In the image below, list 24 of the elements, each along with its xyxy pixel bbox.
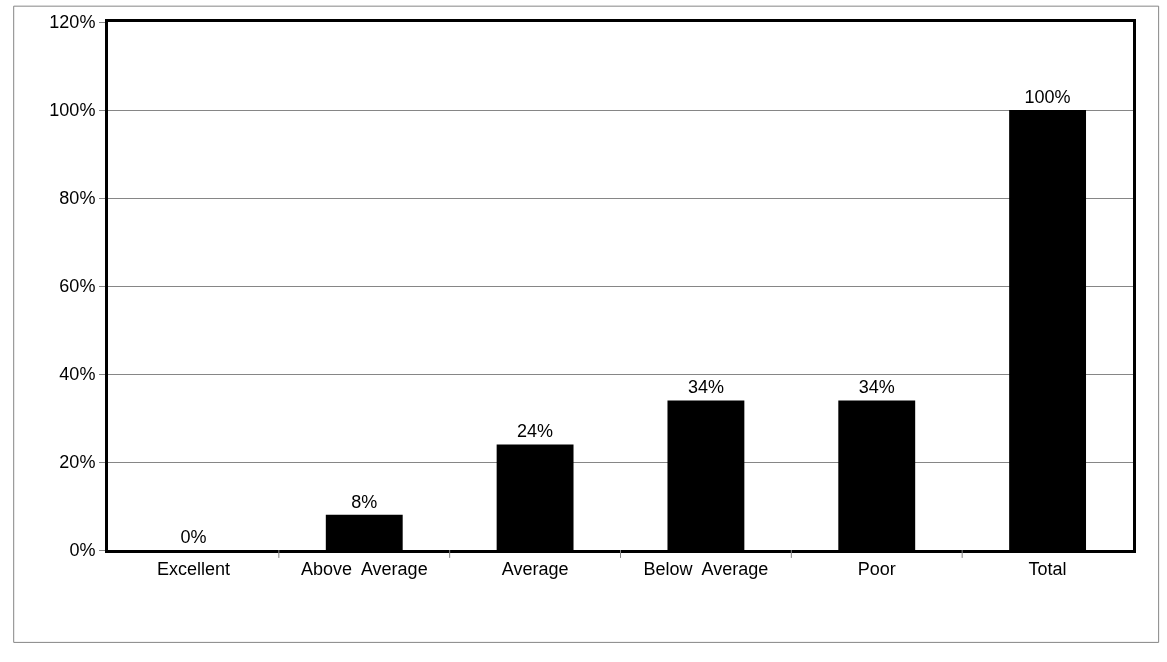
bar [496, 444, 574, 550]
y-tick-label: 0% [69, 540, 96, 561]
data-label: 0% [180, 527, 207, 547]
x-tick-label: Average [501, 558, 569, 579]
bar [838, 400, 916, 550]
data-label: 24% [517, 421, 554, 442]
x-tick-label: Total [1028, 558, 1067, 579]
y-tick-label: 120% [49, 12, 96, 33]
data-label: 34% [687, 377, 724, 398]
x-tick-label: Excellent [156, 558, 230, 579]
y-tick-label: 100% [49, 100, 96, 121]
bar [1009, 110, 1087, 550]
y-tick-label: 20% [59, 452, 96, 473]
y-tick-label: 60% [59, 276, 96, 297]
data-label: 34% [858, 377, 895, 398]
data-label: 100% [1024, 87, 1071, 107]
bar [667, 400, 745, 550]
y-tick-label: 80% [59, 188, 96, 209]
x-tick-label: Above Average [300, 558, 428, 579]
data-label: 8% [351, 491, 378, 512]
y-tick-label: 40% [59, 364, 96, 385]
x-tick-label: Below Average [643, 558, 769, 579]
bar [325, 514, 403, 550]
x-tick-label: Poor [857, 558, 896, 579]
